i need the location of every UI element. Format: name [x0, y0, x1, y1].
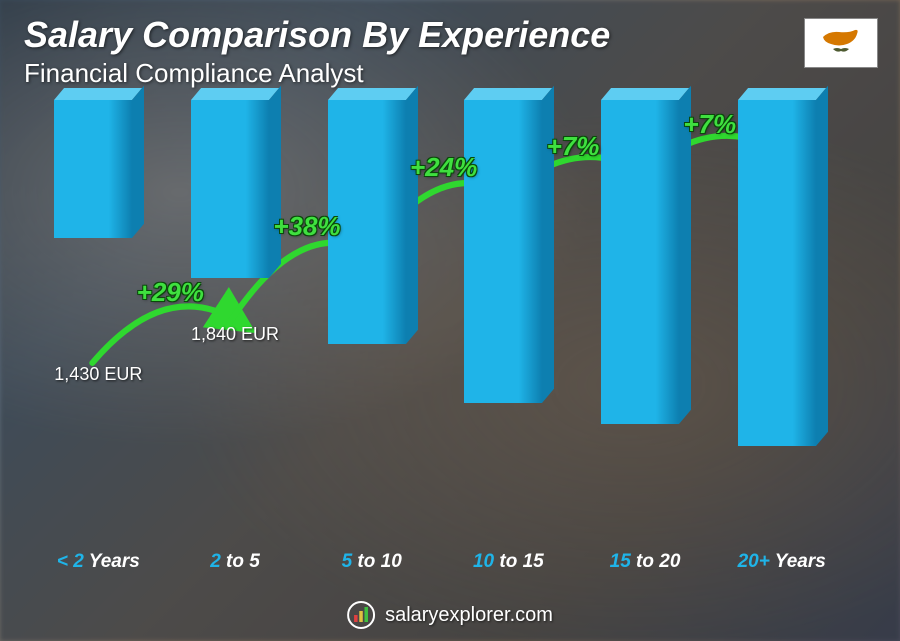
increase-label: +24%	[410, 152, 477, 183]
bar-side	[269, 86, 281, 278]
x-axis-label: 10 to 15	[440, 551, 577, 573]
bar-front	[464, 100, 542, 403]
x-axis-label: 5 to 10	[303, 551, 440, 573]
x-axis-label: 15 to 20	[577, 551, 714, 573]
bar-value-label: 1,840 EUR	[191, 324, 279, 345]
bar-front	[738, 100, 816, 446]
bar-top	[464, 88, 552, 100]
bar-front	[191, 100, 269, 278]
bar-side	[406, 86, 418, 344]
increase-label: +29%	[137, 277, 204, 308]
chart-subtitle: Financial Compliance Analyst	[24, 58, 364, 89]
bar-slot: 1,430 EUR	[30, 100, 167, 543]
bar	[601, 100, 689, 424]
bar-side	[132, 86, 144, 238]
bar	[464, 100, 552, 403]
bar-slot: 1,840 EUR	[167, 100, 304, 543]
bar-front	[54, 100, 132, 238]
bar-top	[738, 88, 826, 100]
bar-top	[328, 88, 416, 100]
footer-site-name: salaryexplorer.com	[385, 604, 553, 627]
increase-label: +38%	[273, 211, 340, 242]
increase-label: +7%	[547, 131, 600, 162]
bar-top	[191, 88, 279, 100]
cyprus-flag-icon	[811, 23, 871, 63]
content-root: Salary Comparison By Experience Financia…	[0, 0, 900, 641]
bar-slot: 3,360 EUR	[577, 100, 714, 543]
chart-title: Salary Comparison By Experience	[24, 14, 610, 56]
country-flag	[804, 18, 878, 68]
bar-side	[816, 86, 828, 446]
x-axis-label: 2 to 5	[167, 551, 304, 573]
increase-label: +7%	[683, 109, 736, 140]
bar-front	[601, 100, 679, 424]
x-axis-label: < 2 Years	[30, 551, 167, 573]
bar	[191, 100, 279, 278]
x-axis-label: 20+ Years	[713, 551, 850, 573]
bar-slot: 3,580 EUR	[713, 100, 850, 543]
bar-value-label: 1,430 EUR	[54, 364, 142, 385]
site-logo-icon	[347, 601, 375, 629]
bar-top	[54, 88, 142, 100]
bar	[54, 100, 142, 238]
bar-top	[601, 88, 689, 100]
bar	[738, 100, 826, 446]
footer: salaryexplorer.com	[347, 601, 553, 629]
chart-area: 1,430 EUR1,840 EUR2,530 EUR3,140 EUR3,36…	[30, 100, 850, 571]
x-axis-labels: < 2 Years2 to 55 to 1010 to 1515 to 2020…	[30, 551, 850, 573]
